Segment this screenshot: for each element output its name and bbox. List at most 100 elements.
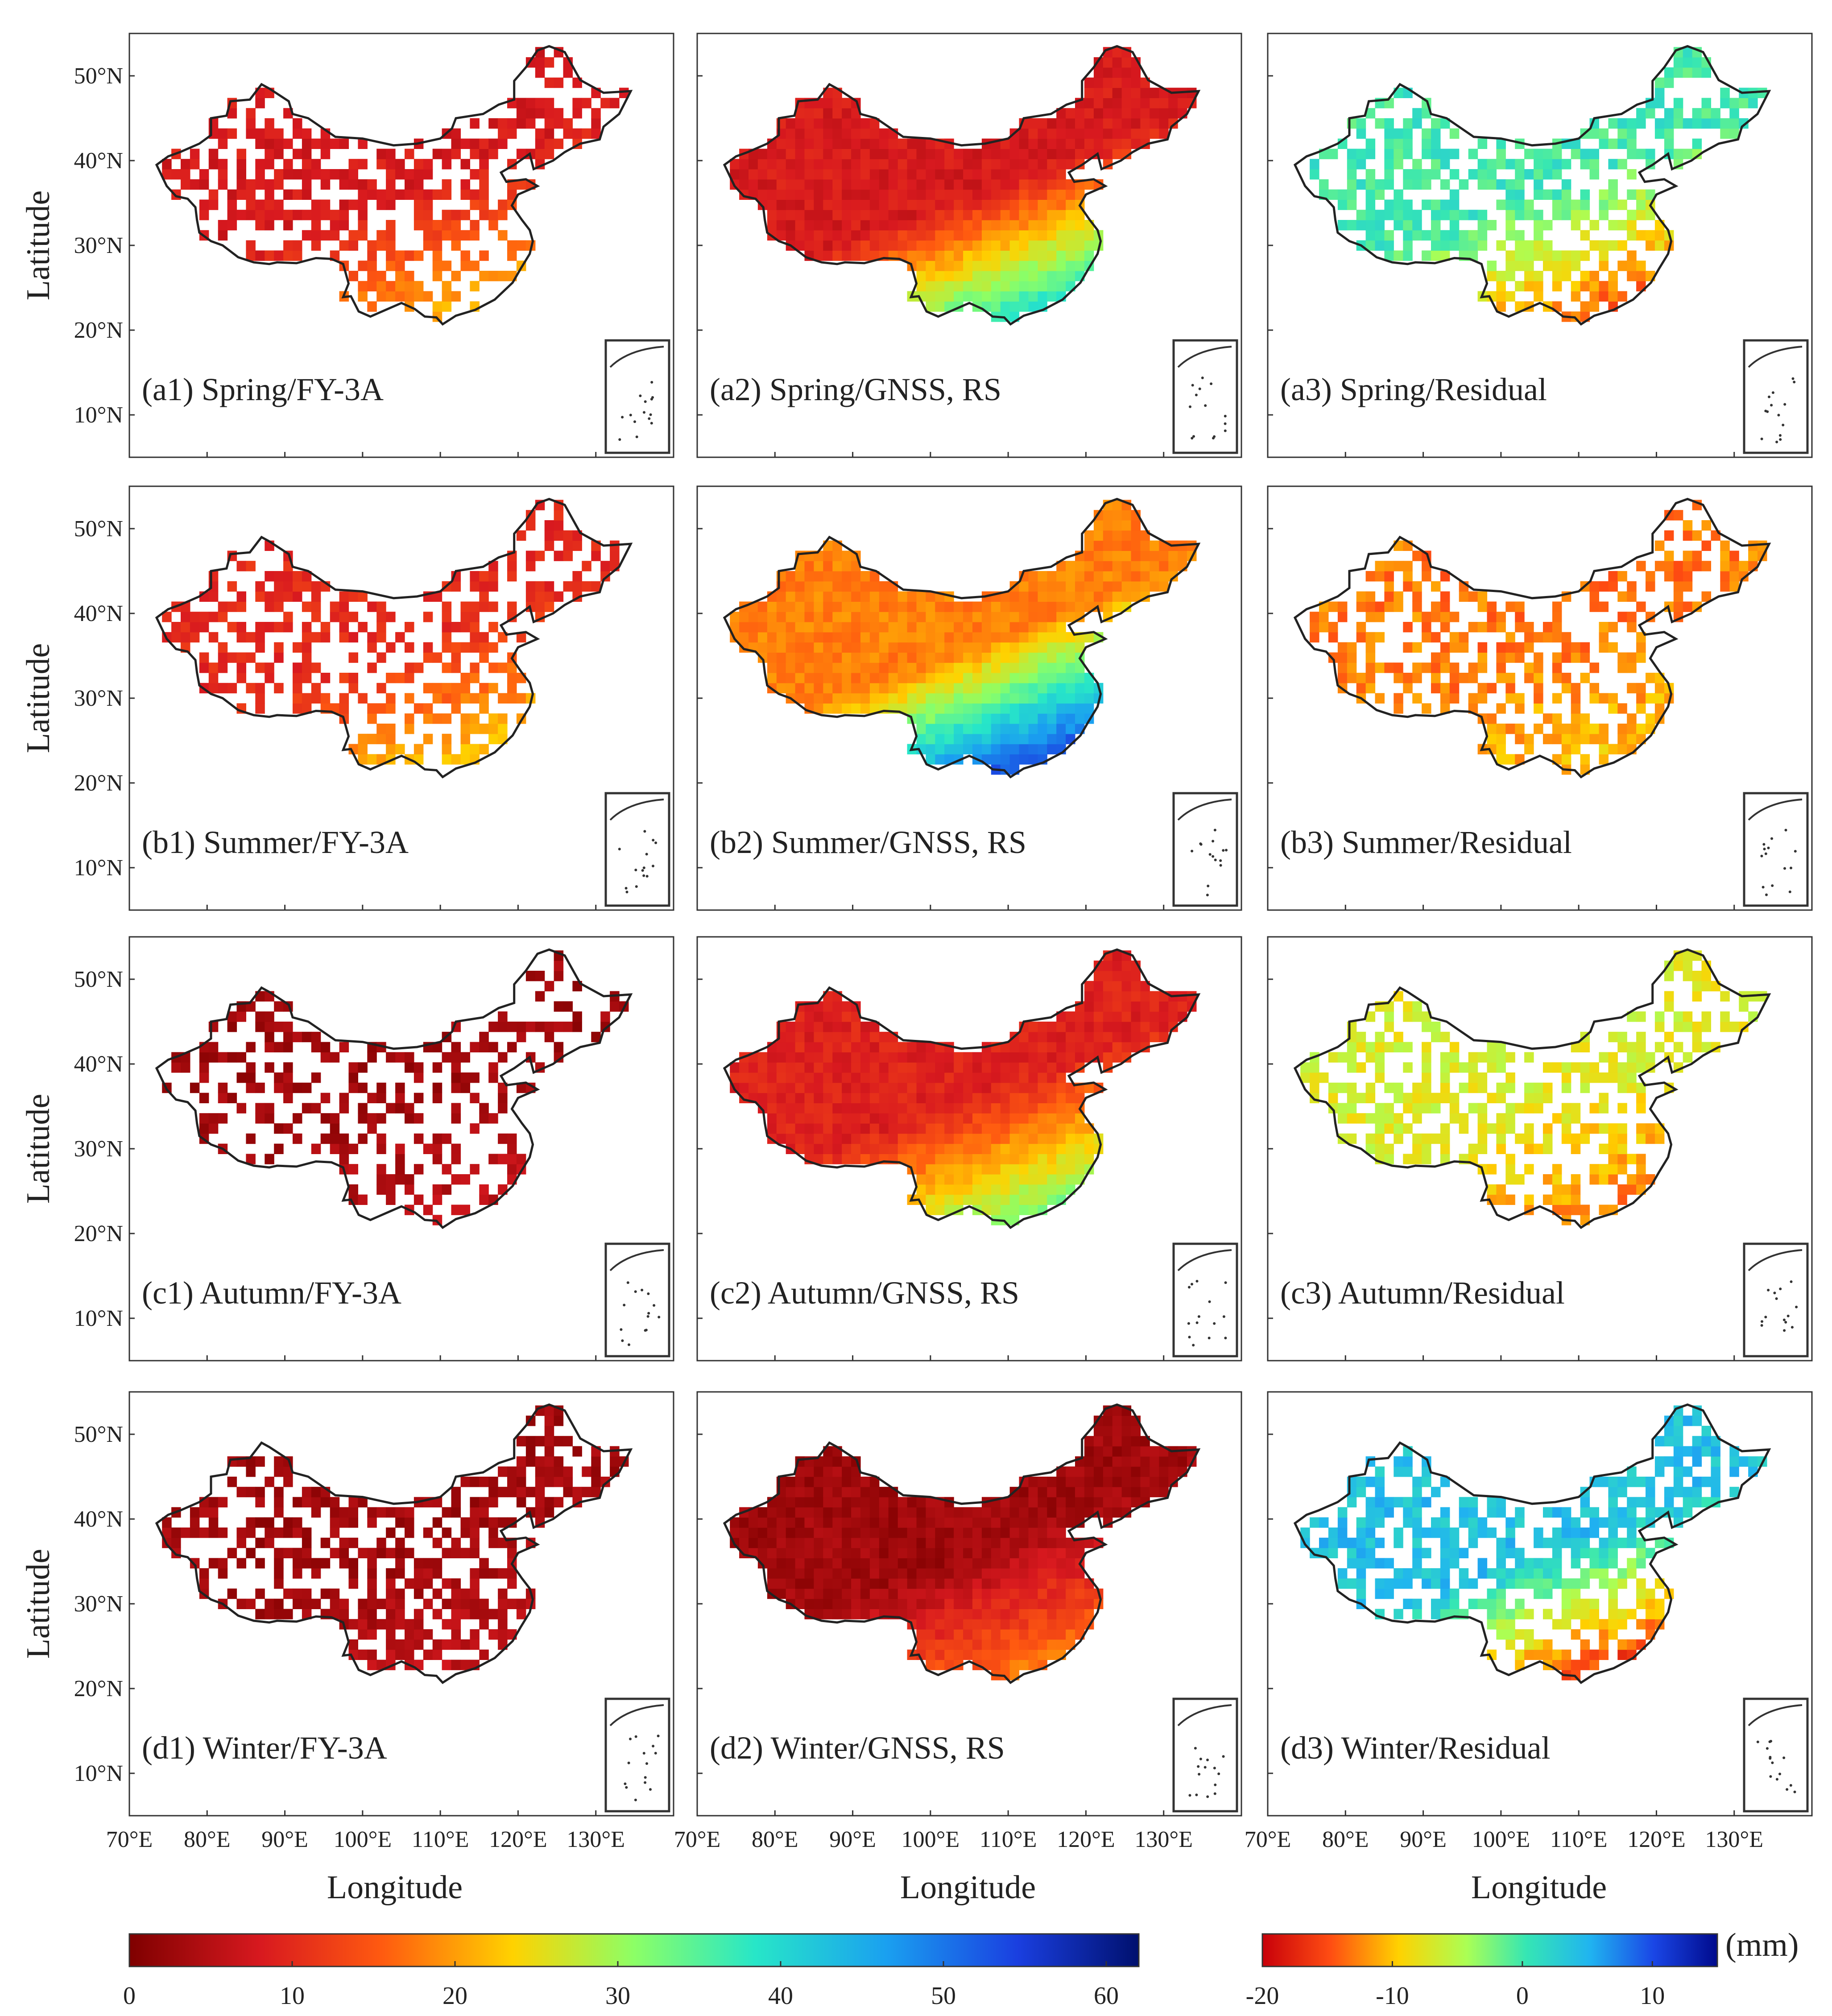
- data-cell: [265, 138, 274, 149]
- data-cell: [1000, 1174, 1010, 1185]
- data-cell: [320, 1537, 331, 1548]
- data-cell: [367, 1598, 377, 1609]
- data-cell: [311, 1568, 321, 1579]
- data-cell: [730, 622, 740, 633]
- data-cell: [479, 1649, 489, 1660]
- inset-island: [1195, 393, 1198, 397]
- data-cell: [897, 1042, 908, 1052]
- data-cell: [544, 77, 554, 88]
- data-cell: [1066, 1609, 1075, 1619]
- data-cell: [1384, 571, 1394, 582]
- data-cell: [423, 652, 433, 663]
- data-cell: [907, 703, 917, 714]
- data-cell: [1543, 240, 1553, 251]
- data-cell: [832, 1031, 842, 1043]
- data-cell: [1692, 601, 1702, 612]
- data-cell: [832, 693, 842, 704]
- data-cell: [1009, 271, 1020, 281]
- data-cell: [814, 240, 823, 251]
- data-cell: [1617, 220, 1627, 231]
- data-cell: [1673, 960, 1683, 971]
- data-cell: [535, 128, 545, 139]
- data-cell: [944, 1649, 954, 1660]
- data-cell: [1121, 960, 1132, 971]
- data-cell: [451, 1052, 461, 1063]
- data-cell: [1589, 601, 1599, 612]
- data-cell: [1496, 271, 1506, 281]
- data-cell: [358, 1194, 368, 1205]
- data-cell: [926, 673, 935, 683]
- data-cell: [246, 179, 256, 190]
- south-china-sea-inset: [1743, 1242, 1809, 1358]
- data-cell: [1412, 179, 1422, 190]
- inset-island: [1791, 1326, 1794, 1329]
- data-cell: [246, 210, 256, 220]
- data-cell: [786, 1113, 796, 1124]
- data-cell: [926, 230, 935, 241]
- data-cell: [339, 1609, 349, 1619]
- data-cell: [972, 1578, 982, 1589]
- data-cell: [386, 1103, 396, 1114]
- data-cell: [1534, 281, 1543, 292]
- data-cell: [339, 1598, 349, 1609]
- inset-coast: [1748, 799, 1803, 821]
- data-cell: [907, 1578, 917, 1589]
- data-cell: [386, 250, 396, 261]
- data-cell: [804, 571, 814, 582]
- data-cell: [376, 159, 386, 170]
- data-cell: [1019, 281, 1029, 292]
- data-cell: [1496, 612, 1506, 622]
- data-cell: [470, 1093, 480, 1103]
- data-cell: [1561, 159, 1571, 170]
- data-cell: [1375, 118, 1385, 129]
- data-cell: [507, 1568, 517, 1579]
- data-cell: [814, 1022, 823, 1032]
- data-cell: [236, 169, 246, 180]
- data-cell: [1038, 281, 1047, 292]
- data-cell: [1627, 622, 1637, 633]
- data-cell: [944, 159, 954, 170]
- data-cell: [1552, 250, 1562, 261]
- data-cell: [1720, 540, 1730, 551]
- data-cell: [358, 622, 368, 633]
- data-cell: [1038, 1133, 1047, 1144]
- data-cell: [554, 960, 564, 971]
- data-cell: [1505, 1123, 1515, 1134]
- data-cell: [1599, 240, 1609, 251]
- data-cell: [227, 1022, 237, 1032]
- data-cell: [1121, 601, 1132, 612]
- data-cell: [358, 1082, 368, 1093]
- data-cell: [1009, 301, 1020, 312]
- data-cell: [1150, 561, 1159, 571]
- data-cell: [1028, 210, 1038, 220]
- data-cell: [869, 230, 880, 241]
- data-cell: [879, 189, 889, 200]
- data-cell: [1056, 703, 1066, 714]
- data-cell: [888, 149, 898, 159]
- data-cell: [1056, 1639, 1066, 1650]
- data-cell: [814, 169, 823, 180]
- data-cell: [776, 591, 786, 602]
- data-cell: [1038, 1578, 1047, 1589]
- data-cell: [1009, 189, 1020, 200]
- data-cell: [1515, 652, 1525, 663]
- data-cell: [479, 744, 489, 754]
- data-cell: [1056, 1093, 1066, 1103]
- inset-island: [1790, 1280, 1793, 1283]
- data-cell: [582, 98, 591, 108]
- data-cell: [1131, 138, 1141, 149]
- data-cell: [395, 1609, 405, 1619]
- data-cell: [1561, 754, 1571, 765]
- data-cell: [926, 601, 935, 612]
- data-cell: [786, 571, 796, 582]
- data-cell: [1159, 108, 1169, 119]
- data-cell: [963, 1568, 973, 1579]
- data-cell: [1066, 673, 1075, 683]
- data-cell: [1617, 138, 1627, 149]
- inset-island: [1204, 404, 1207, 407]
- data-cell: [544, 1477, 554, 1487]
- data-cell: [1571, 210, 1581, 220]
- data-cell: [1599, 632, 1609, 643]
- data-cell: [1000, 1619, 1010, 1630]
- data-cell: [926, 1588, 935, 1599]
